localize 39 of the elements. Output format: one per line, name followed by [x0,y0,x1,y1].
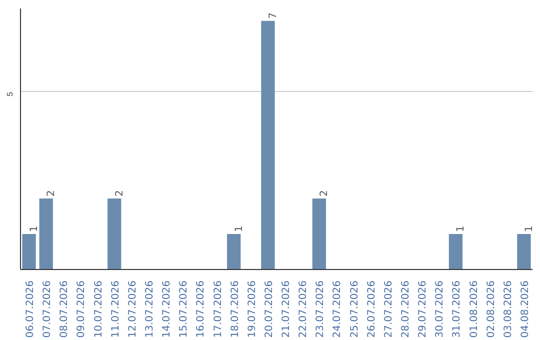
x-tick-label: 27.07.2026 [383,280,394,338]
x-tick-label: 13.07.2026 [144,280,156,338]
x-tick-label: 14.07.2026 [162,280,173,338]
x-tick-label: 03.08.2026 [502,280,514,338]
x-tick-label: 26.07.2026 [366,280,378,338]
x-tick-label: 01.08.2026 [468,280,480,338]
x-tick-label: 15.07.2026 [178,280,190,338]
data-label: 1 [524,226,535,232]
x-tick-label: 30.07.2026 [434,280,446,338]
x-tick-label: 07.07.2026 [42,280,54,338]
x-tick-label: 02.08.2026 [486,280,497,338]
x-tick-label: 16.07.2026 [196,280,207,338]
x-tick-label: 31.07.2026 [452,280,463,338]
data-label: 1 [456,226,467,232]
x-tick-label: 25.07.2026 [349,280,360,338]
x-tick-label: 28.07.2026 [400,280,412,338]
data-label: 1 [234,226,245,232]
x-tick-label: 17.07.2026 [212,280,224,338]
x-tick-label: 08.07.2026 [59,280,70,338]
x-tick-label: 06.07.2026 [25,280,36,338]
x-tick-label: 19.07.2026 [246,280,258,338]
x-tick-label: 11.07.2026 [110,280,122,338]
x-tick-label: 29.07.2026 [418,280,429,338]
x-tick-label: 22.07.2026 [298,280,310,338]
x-tick-label: 04.08.2026 [520,280,531,338]
x-tick-label: 20.07.2026 [264,280,275,338]
x-tick-label: 21.07.2026 [281,280,292,338]
y-tick-label: 5 [6,91,14,96]
data-label: 7 [268,12,279,19]
x-tick-label: 23.07.2026 [315,280,326,338]
data-label: 2 [46,190,58,196]
data-label: 2 [114,190,126,196]
x-tick-label: 18.07.2026 [230,280,241,338]
x-tick-label: 10.07.2026 [93,280,104,338]
data-label: 2 [319,190,330,196]
x-tick-label: 09.07.2026 [76,280,88,338]
x-tick-label: 24.07.2026 [332,280,344,338]
data-label: 1 [29,226,40,232]
x-tick-label: 12.07.2026 [127,280,138,338]
